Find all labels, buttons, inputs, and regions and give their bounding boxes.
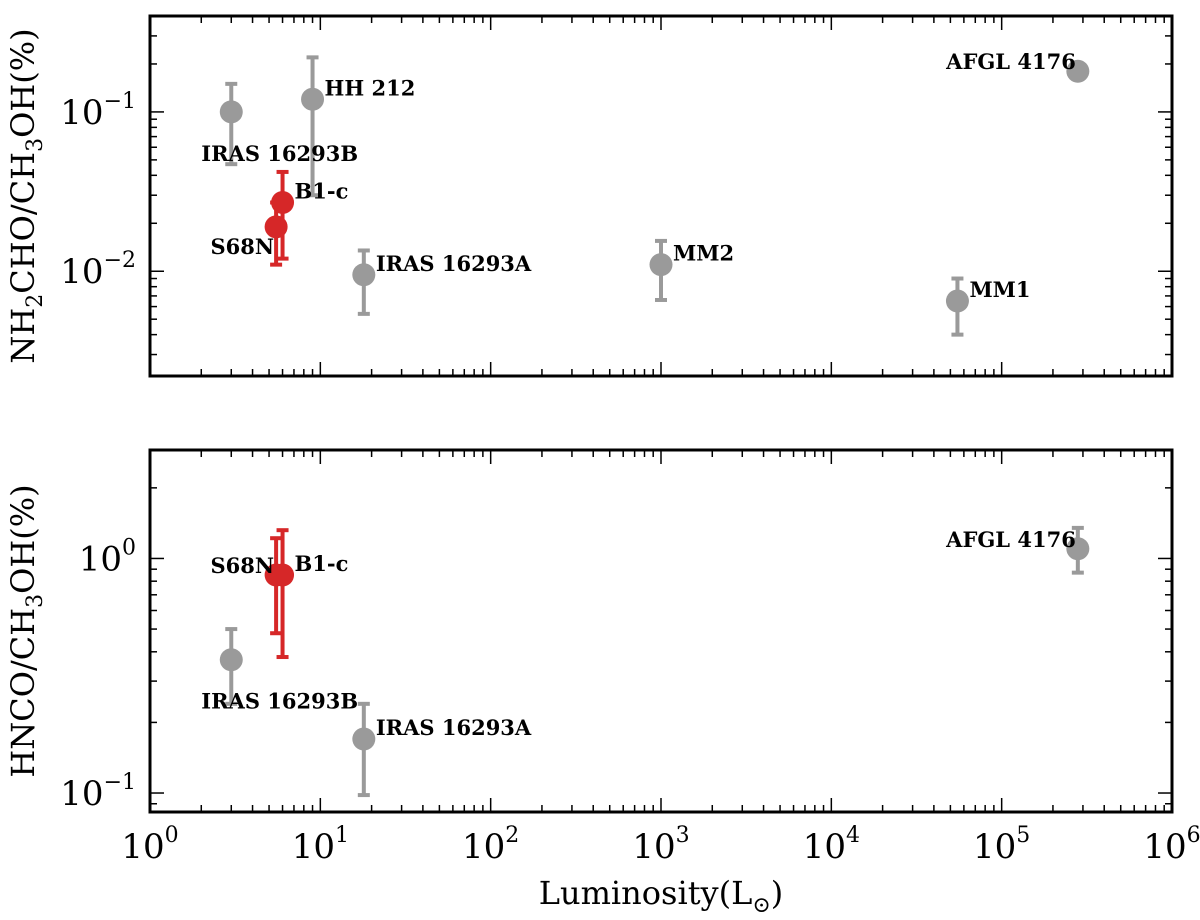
y-tick-label: 10−1 bbox=[60, 770, 136, 814]
data-point bbox=[1066, 525, 1090, 575]
point-label: IRAS 16293B bbox=[201, 141, 358, 166]
point-marker bbox=[271, 563, 295, 587]
x-tick-label: 106 bbox=[1143, 823, 1200, 867]
point-marker bbox=[219, 100, 243, 124]
x-tick-label: 102 bbox=[462, 823, 519, 867]
panel-1: 10−2 10−1 NH2CHO/CH3OH(%) IRAS 16293B HH 212… bbox=[4, 14, 1174, 378]
data-point bbox=[271, 169, 295, 261]
y-tick-label: 100 bbox=[79, 535, 136, 579]
point-label: MM1 bbox=[969, 277, 1030, 302]
point-label: B1-c bbox=[295, 179, 349, 204]
point-marker bbox=[352, 263, 376, 287]
x-axis-title: Luminosity(L⊙) bbox=[539, 874, 784, 915]
point-label: IRAS 16293A bbox=[376, 251, 532, 276]
point-label: AFGL 4176 bbox=[945, 527, 1076, 552]
data-point bbox=[219, 627, 243, 706]
panel-2: 10−1 100 100 101 102 103 104 105 106 Luminosity(L… bbox=[4, 448, 1200, 918]
data-point bbox=[649, 238, 673, 302]
point-label: IRAS 16293A bbox=[376, 715, 532, 740]
point-label: S68N bbox=[211, 234, 275, 259]
x-tick-label: 103 bbox=[632, 823, 689, 867]
data-point bbox=[219, 81, 243, 167]
point-marker bbox=[352, 727, 376, 751]
point-marker bbox=[301, 87, 325, 111]
point-label: S68N bbox=[211, 553, 275, 578]
x-tick-label: 100 bbox=[121, 823, 178, 867]
data-point bbox=[352, 248, 376, 316]
y-tick-label: 10−2 bbox=[60, 248, 136, 292]
x-axis-ticks bbox=[149, 450, 1173, 812]
data-point bbox=[1066, 59, 1090, 83]
point-marker bbox=[945, 289, 969, 313]
y-axis-title: NH2CHO/CH3OH(%) bbox=[4, 28, 48, 363]
data-point bbox=[271, 528, 295, 660]
plot-frame bbox=[148, 448, 1174, 814]
x-tick-label: 101 bbox=[292, 823, 349, 867]
point-label: AFGL 4176 bbox=[945, 49, 1076, 74]
plot-frame bbox=[148, 14, 1174, 378]
data-point bbox=[945, 276, 969, 337]
y-axis-title: HNCO/CH3OH(%) bbox=[4, 484, 48, 777]
x-tick-label: 105 bbox=[973, 823, 1030, 867]
point-label: MM2 bbox=[673, 241, 734, 266]
point-marker bbox=[219, 648, 243, 672]
point-label: IRAS 16293B bbox=[201, 689, 358, 714]
data-point bbox=[352, 701, 376, 798]
x-tick-label: 104 bbox=[803, 823, 860, 867]
point-label: B1-c bbox=[295, 551, 349, 576]
point-label: HH 212 bbox=[325, 75, 416, 100]
point-marker bbox=[1066, 59, 1090, 83]
y-tick-label: 10−1 bbox=[60, 89, 136, 133]
point-marker bbox=[649, 253, 673, 277]
data-point bbox=[301, 55, 325, 198]
point-marker bbox=[1066, 537, 1090, 561]
point-marker bbox=[271, 191, 295, 215]
